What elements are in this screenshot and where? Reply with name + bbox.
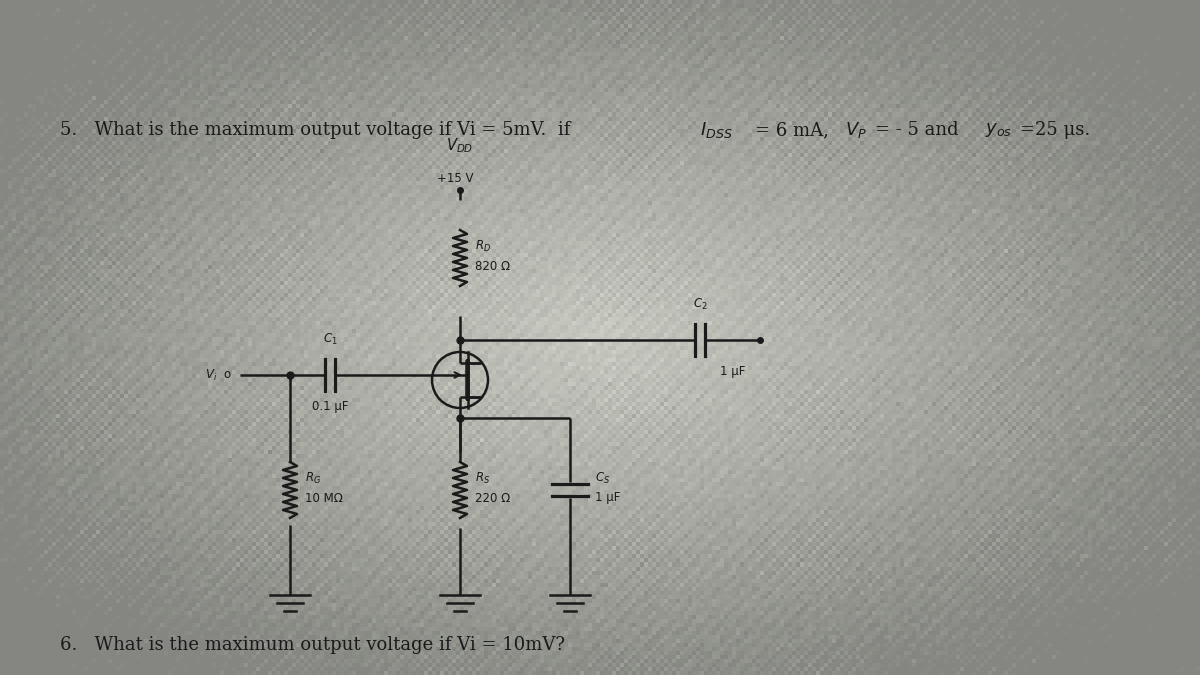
- Text: =25 μs.: =25 μs.: [1020, 121, 1091, 139]
- Text: $C_1$: $C_1$: [323, 332, 337, 347]
- Text: $I_{DSS}$: $I_{DSS}$: [700, 120, 733, 140]
- Text: 5.   What is the maximum output voltage if Vi = 5mV.  if: 5. What is the maximum output voltage if…: [60, 121, 576, 139]
- Text: $R_S$: $R_S$: [475, 470, 490, 485]
- Text: +15 V: +15 V: [437, 171, 473, 184]
- Text: $V_{DD}$: $V_{DD}$: [446, 136, 474, 155]
- Text: 10 MΩ: 10 MΩ: [305, 491, 343, 504]
- Text: 1 μF: 1 μF: [595, 491, 620, 504]
- Text: 1 μF: 1 μF: [720, 365, 745, 378]
- Text: $R_D$: $R_D$: [475, 238, 491, 254]
- Text: 0.1 μF: 0.1 μF: [312, 400, 348, 413]
- Text: = 6 mA,: = 6 mA,: [755, 121, 835, 139]
- Text: $V_i$  o: $V_i$ o: [205, 367, 232, 383]
- Text: $y_{os}$: $y_{os}$: [985, 121, 1012, 139]
- Text: $V_P$: $V_P$: [845, 120, 866, 140]
- Text: 6.   What is the maximum output voltage if Vi = 10mV?: 6. What is the maximum output voltage if…: [60, 636, 565, 654]
- Text: $C_S$: $C_S$: [595, 470, 610, 485]
- Text: $C_2$: $C_2$: [692, 297, 707, 312]
- Text: 220 Ω: 220 Ω: [475, 491, 510, 504]
- Text: 820 Ω: 820 Ω: [475, 259, 510, 273]
- Text: = - 5 and: = - 5 and: [875, 121, 965, 139]
- Text: $R_G$: $R_G$: [305, 470, 322, 485]
